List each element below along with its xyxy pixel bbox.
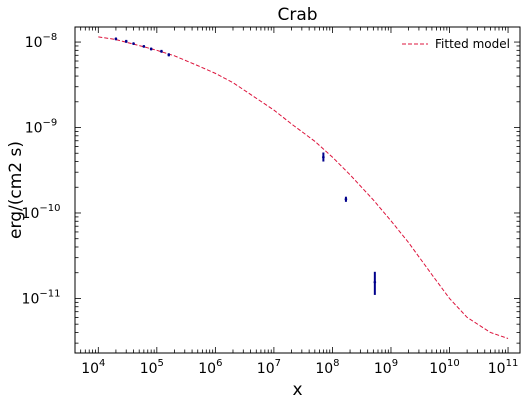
legend-label-fitted-model: Fitted model	[435, 37, 510, 51]
y-tick-base: 10	[25, 35, 43, 51]
data-point	[132, 42, 135, 45]
x-tick-exponent: 10	[447, 358, 460, 369]
y-axis-label: erg/(cm2 s)	[6, 141, 26, 239]
y-tick-label: 10−8	[25, 32, 58, 51]
y-tick-exponent: −11	[39, 288, 60, 299]
x-tick-base: 10	[257, 361, 275, 377]
x-tick-exponent: 6	[216, 358, 222, 369]
x-tick-base: 10	[429, 361, 447, 377]
series-line-fitted-model	[98, 36, 509, 339]
x-tick-exponent: 8	[333, 358, 339, 369]
data-point	[149, 47, 153, 51]
plot-area: 104 105 106 107 108 109 1010 101110−810−910−101…	[22, 26, 521, 377]
x-tick-label: 109	[374, 358, 398, 377]
data-point	[344, 197, 348, 201]
data-point	[124, 40, 128, 43]
x-tick-label: 105	[140, 358, 164, 377]
x-tick-base: 10	[81, 361, 99, 377]
x-tick-base: 10	[374, 361, 392, 377]
x-tick-label: 108	[315, 358, 339, 377]
data-point	[160, 49, 163, 53]
x-tick-exponent: 5	[158, 358, 164, 369]
y-tick-base: 10	[25, 121, 43, 137]
data-point	[142, 45, 146, 48]
y-tick-base: 10	[22, 206, 40, 222]
legend: Fitted model	[402, 37, 510, 51]
x-tick-base: 10	[198, 361, 216, 377]
x-tick-label: 104	[81, 358, 105, 377]
y-tick-label: 10−10	[22, 203, 61, 222]
x-tick-base: 10	[140, 361, 158, 377]
x-tick-label: 1011	[488, 358, 519, 377]
data-point	[373, 280, 377, 284]
chart-title: Crab	[277, 5, 317, 25]
data-point	[114, 37, 118, 41]
y-tick-exponent: −10	[39, 203, 60, 214]
y-tick-exponent: −9	[43, 118, 58, 129]
data-point	[322, 155, 325, 159]
x-tick-exponent: 7	[275, 358, 281, 369]
y-tick-exponent: −8	[43, 32, 58, 43]
x-tick-label: 107	[257, 358, 281, 377]
x-tick-exponent: 4	[99, 358, 105, 369]
x-tick-base: 10	[315, 361, 333, 377]
plot-frame	[74, 26, 521, 354]
y-tick-label: 10−11	[22, 288, 61, 307]
x-tick-label: 1010	[429, 358, 460, 377]
x-tick-exponent: 11	[506, 358, 519, 369]
x-axis-label: x	[292, 380, 302, 400]
x-tick-base: 10	[488, 361, 506, 377]
y-tick-base: 10	[22, 291, 40, 307]
y-tick-label: 10−9	[25, 118, 58, 137]
data-point	[167, 53, 171, 57]
x-tick-label: 106	[198, 358, 222, 377]
x-tick-exponent: 9	[392, 358, 398, 369]
